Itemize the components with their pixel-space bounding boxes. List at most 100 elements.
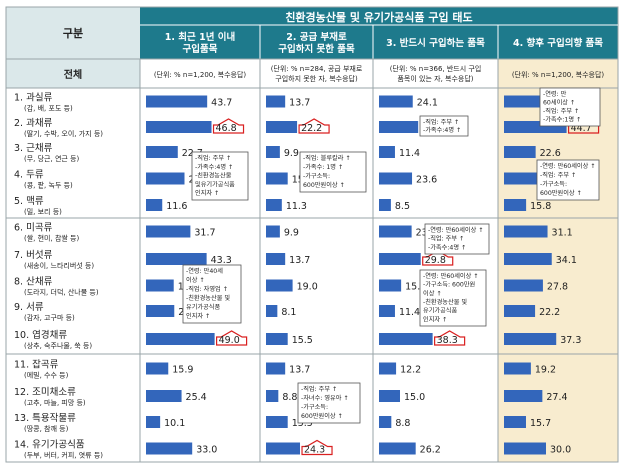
note-text: -가구소득: xyxy=(303,172,330,180)
bar-value-label: 37.3 xyxy=(560,335,581,346)
note-text: -연령: 만 xyxy=(543,90,567,98)
note-text: -직업: 주부 ↑ xyxy=(423,118,459,126)
highlight-arrow xyxy=(434,330,466,346)
bar-value-label: 27.8 xyxy=(547,282,568,293)
row-sublabel: (무, 당근, 연근 등) xyxy=(24,154,79,163)
note-text: -가족수:1명 ↑ xyxy=(543,116,581,124)
bar-value-label: 15.8 xyxy=(405,282,426,293)
bar xyxy=(379,146,395,158)
bar-value-label: 11.4 xyxy=(399,148,420,159)
column-title-1: 1. 최근 1년 이내 xyxy=(165,31,235,43)
note-text: 인지자 ↑ xyxy=(186,312,210,320)
bar-value-label: 22.2 xyxy=(539,307,560,318)
bar xyxy=(379,253,421,265)
bar-value-label: 15.5 xyxy=(292,335,313,346)
bar-value-label: 27.4 xyxy=(546,392,567,403)
bar xyxy=(266,305,278,317)
bar-value-label: 22.2 xyxy=(301,123,322,134)
total-label-bg xyxy=(6,59,140,88)
bar-value-label: 19.0 xyxy=(297,282,318,293)
bar-value-label: 8.8 xyxy=(395,418,410,429)
bar xyxy=(504,333,557,345)
bar-value-label: 10.1 xyxy=(164,418,185,429)
bar-value-label: 31.1 xyxy=(552,228,573,239)
row-sublabel: (메밀, 수수 등) xyxy=(24,372,69,380)
bar xyxy=(504,279,543,292)
bar xyxy=(266,442,301,455)
bar xyxy=(504,172,544,185)
note-text: 유기가공식품 xyxy=(423,307,457,315)
bar xyxy=(504,416,526,428)
note-text: -연령: 만60세이상 ↑ xyxy=(540,162,595,170)
row-sublabel: (콩, 팥, 녹두 등) xyxy=(24,181,73,190)
bar-value-label: 8.1 xyxy=(281,307,296,318)
bar-value-label: 8.8 xyxy=(282,392,297,403)
bar-value-label: 19.2 xyxy=(535,365,556,376)
note-text: -친환경농산물 및 xyxy=(423,298,467,306)
bar-value-label: 13.7 xyxy=(289,98,310,109)
bar-value-label: 26.2 xyxy=(420,445,441,456)
row-label: 11. 잡곡류 xyxy=(14,359,59,371)
note-text: -가족수: 1명 ↑ xyxy=(303,163,343,171)
bar xyxy=(266,172,288,185)
bar xyxy=(379,95,413,108)
row-label: 14. 유기가공식품 xyxy=(14,440,85,451)
bar xyxy=(146,362,169,375)
bar xyxy=(379,333,433,345)
row-sublabel: (상추, 숙주나물, 쑥 등) xyxy=(24,341,92,350)
bar xyxy=(146,333,215,345)
note-box xyxy=(299,151,367,193)
column-unit-note-4: (단위: % n=1,200, 복수응답) xyxy=(512,70,605,79)
bar xyxy=(146,225,191,238)
note-text: -직업: 주부 ↑ xyxy=(301,385,337,393)
grid-lines xyxy=(5,6,619,463)
row-sublabel: (땅콩, 참깨 등) xyxy=(24,424,69,433)
bar-value-label: 15.9 xyxy=(172,365,193,376)
note-box xyxy=(297,382,361,424)
note-text: -친환경농산물 및 xyxy=(186,294,230,302)
bar xyxy=(266,225,280,238)
bar-value-label: 11.6 xyxy=(166,201,187,212)
highlight-arrow xyxy=(301,439,333,456)
bar xyxy=(266,362,286,375)
bar xyxy=(266,416,288,428)
column-title-3: 3. 반드시 구입하는 품목 xyxy=(386,37,485,49)
note-text: -직업: 블루칼라 ↑ xyxy=(303,154,351,162)
note-text: 유기가공식품 xyxy=(186,303,220,311)
row-label: 7. 버섯류 xyxy=(14,250,53,261)
bar xyxy=(379,121,419,133)
row-header-bg xyxy=(6,7,140,59)
column-title-4: 4. 향후 구입의향 품목 xyxy=(513,37,603,49)
bar xyxy=(379,362,397,375)
note-text: -가구소득: xyxy=(301,403,328,411)
column-unit-note-3: 품목이 있는 자, 복수응답) xyxy=(397,74,473,83)
bar-value-label: 43.7 xyxy=(211,98,232,109)
bar-value-label: 25.4 xyxy=(186,392,207,403)
note-text: 이상 ↑ xyxy=(186,276,205,284)
bar xyxy=(504,225,548,238)
bar xyxy=(504,390,543,402)
note-text: -친환경농산물 xyxy=(195,172,232,180)
row-label: 5. 맥류 xyxy=(14,196,44,207)
bar xyxy=(146,121,212,133)
note-box xyxy=(419,269,487,327)
row-sublabel: (고추, 마늘, 피망 등) xyxy=(24,398,86,407)
column-unit-note-1: (단위: % n=1,200, 복수응답) xyxy=(154,70,247,79)
bar xyxy=(379,390,400,402)
bar xyxy=(146,442,193,455)
bar xyxy=(266,146,280,158)
bar xyxy=(379,416,392,428)
note-text: 이상 ↑ xyxy=(423,289,442,297)
bar xyxy=(146,172,185,185)
bar-value-label: 15.0 xyxy=(404,392,425,403)
column-unit-note-3: (단위: % n=366, 반드시 구입 xyxy=(390,64,482,73)
row-sublabel: (두부, 버터, 커피, 엿류 등) xyxy=(24,451,103,460)
highlight-arrow xyxy=(298,118,330,134)
main-title: 친환경농산물 및 유기가공식품 구입 태도 xyxy=(285,10,472,24)
row-label: 6. 미곡류 xyxy=(14,223,53,234)
bar xyxy=(379,279,402,292)
note-text: 및유기가공식품 xyxy=(195,180,235,188)
bar xyxy=(379,225,412,238)
bar-value-label: 24.3 xyxy=(304,445,325,456)
